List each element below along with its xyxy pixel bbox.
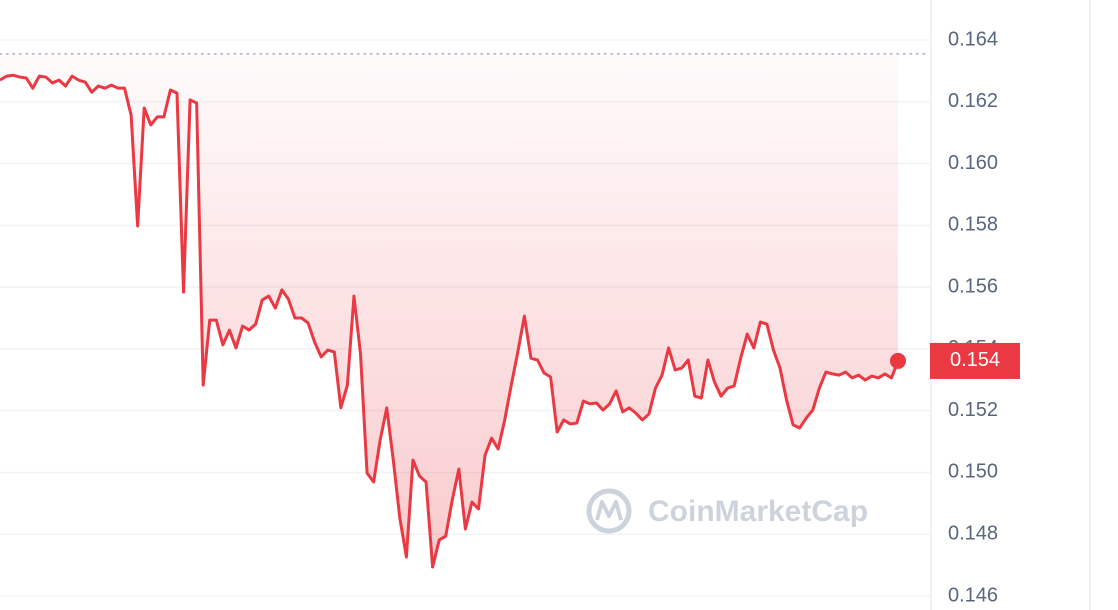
watermark-logo bbox=[586, 488, 632, 534]
y-tick-label: 0.146 bbox=[948, 584, 998, 606]
y-axis: 0.146 0.148 0.150 0.152 0.154 0.156 0.158 0.160… bbox=[930, 28, 1020, 606]
y-tick-label: 0.150 bbox=[948, 461, 998, 483]
y-tick-label: 0.160 bbox=[948, 152, 998, 174]
plot bbox=[0, 53, 906, 569]
y-tick-label: 0.156 bbox=[948, 275, 998, 297]
y-tick-label: 0.164 bbox=[948, 28, 998, 50]
last-point bbox=[890, 352, 906, 369]
y-tick-label: 0.148 bbox=[948, 523, 998, 545]
watermark-logo-mark bbox=[595, 500, 623, 521]
y-tick-label: 0.152 bbox=[948, 399, 998, 421]
area-fill bbox=[0, 53, 898, 567]
watermark: CoinMarketCap bbox=[586, 488, 868, 534]
y-tick-label: 0.162 bbox=[948, 90, 998, 112]
last-price-tag bbox=[930, 342, 1020, 379]
price-line bbox=[0, 73, 900, 569]
y-tick-label: 0.158 bbox=[948, 214, 998, 236]
watermark-text: CoinMarketCap bbox=[648, 495, 868, 528]
last-price-label: 0.154 bbox=[950, 349, 1000, 371]
